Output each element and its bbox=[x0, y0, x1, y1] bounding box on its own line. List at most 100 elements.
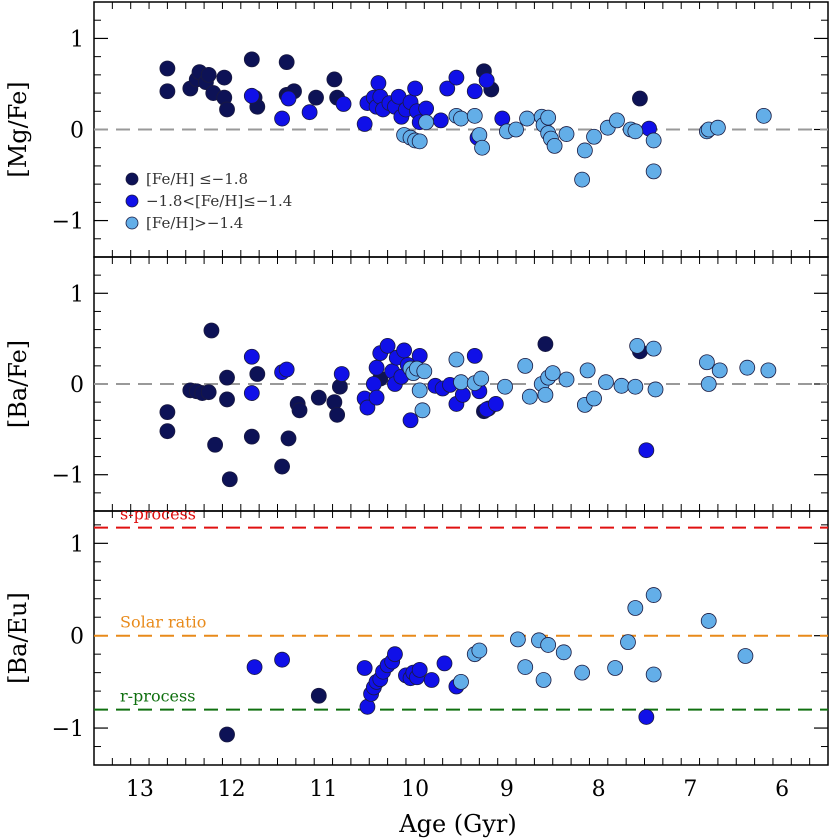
panel-3: −1 0 1 [Ba/Eu] s-process Solar ratio r-process bbox=[4, 505, 829, 766]
data-point bbox=[700, 376, 717, 392]
x-tick-label: 10 bbox=[401, 777, 429, 802]
data-point bbox=[558, 126, 575, 142]
data-point bbox=[698, 354, 715, 371]
data-point bbox=[308, 89, 324, 106]
data-point bbox=[519, 110, 535, 127]
data-point bbox=[439, 80, 456, 97]
series-points bbox=[243, 337, 655, 459]
data-point bbox=[243, 428, 260, 445]
data-point bbox=[414, 402, 431, 419]
series-points bbox=[453, 587, 754, 690]
data-point bbox=[737, 648, 754, 664]
data-point bbox=[159, 83, 176, 100]
data-point bbox=[159, 60, 176, 77]
data-point bbox=[368, 389, 385, 406]
data-point bbox=[221, 471, 238, 488]
data-point bbox=[487, 396, 504, 412]
y-tick-label: 0 bbox=[70, 119, 84, 144]
data-point bbox=[609, 112, 625, 129]
data-point bbox=[466, 107, 483, 124]
data-point bbox=[159, 423, 176, 440]
chart-panels: −101[Mg/Fe][Fe/H] ≤−1.8−1.8<[Fe/H]≤−1.4[… bbox=[4, 1, 829, 766]
data-point bbox=[579, 362, 596, 379]
data-point bbox=[509, 631, 526, 648]
data-point bbox=[627, 600, 644, 616]
data-point bbox=[537, 336, 554, 352]
data-point bbox=[402, 412, 419, 429]
y-tick-label: 0 bbox=[70, 373, 84, 398]
data-point bbox=[207, 436, 224, 453]
data-point bbox=[216, 69, 233, 86]
data-point bbox=[629, 337, 646, 354]
data-point bbox=[243, 51, 260, 68]
data-point bbox=[508, 121, 524, 138]
data-point bbox=[370, 75, 387, 91]
data-point bbox=[645, 587, 662, 603]
data-point bbox=[497, 378, 513, 395]
data-point bbox=[335, 96, 352, 112]
data-point bbox=[471, 127, 488, 143]
data-point bbox=[645, 163, 662, 180]
data-point bbox=[432, 112, 449, 129]
data-point bbox=[574, 171, 591, 188]
data-point bbox=[627, 123, 644, 140]
data-point bbox=[359, 399, 376, 416]
series-points bbox=[396, 107, 772, 188]
data-point bbox=[407, 80, 424, 97]
legend-marker bbox=[125, 172, 139, 186]
y-tick-label: −1 bbox=[52, 464, 84, 489]
data-point bbox=[544, 365, 561, 382]
series-points bbox=[243, 69, 657, 146]
data-point bbox=[453, 374, 469, 391]
data-point bbox=[365, 376, 382, 392]
data-point bbox=[645, 340, 662, 357]
data-point bbox=[739, 359, 756, 376]
data-point bbox=[466, 347, 483, 364]
data-point bbox=[473, 370, 490, 387]
data-point bbox=[517, 357, 534, 374]
reference-line-label: s-process bbox=[120, 505, 196, 524]
x-tick-label: 13 bbox=[126, 777, 154, 802]
data-point bbox=[387, 646, 403, 663]
data-point bbox=[517, 659, 534, 675]
data-point bbox=[535, 672, 552, 688]
legend-marker bbox=[125, 194, 139, 208]
data-point bbox=[333, 366, 350, 382]
data-point bbox=[274, 651, 290, 668]
data-point bbox=[613, 377, 630, 394]
series-points bbox=[246, 646, 655, 725]
legend: [Fe/H] ≤−1.8 −1.8<[Fe/H]≤−1.4 [Fe/H]>−1.4 bbox=[125, 170, 292, 232]
data-point bbox=[411, 133, 428, 150]
data-point bbox=[418, 100, 435, 117]
x-tick-label: 7 bbox=[683, 777, 697, 802]
data-point bbox=[638, 442, 655, 459]
data-point bbox=[760, 362, 777, 379]
x-tick-label: 6 bbox=[775, 777, 789, 802]
series-points bbox=[219, 687, 327, 743]
data-point bbox=[274, 458, 290, 475]
y-tick-label: 1 bbox=[70, 532, 84, 557]
panel-1: −101[Mg/Fe][Fe/H] ≤−1.8−1.8<[Fe/H]≤−1.4[… bbox=[4, 1, 829, 258]
data-point bbox=[310, 687, 327, 704]
data-point bbox=[478, 72, 495, 89]
panel-2: −1 0 1 [Ba/Fe] bbox=[4, 256, 829, 512]
data-point bbox=[219, 726, 235, 743]
data-point bbox=[418, 114, 435, 131]
y-tick-label: 1 bbox=[70, 282, 84, 307]
data-point bbox=[200, 66, 217, 83]
y-tick-label: −1 bbox=[52, 717, 84, 742]
y-axis-label: [Ba/Eu] bbox=[4, 592, 32, 684]
data-point bbox=[521, 388, 538, 405]
data-point bbox=[711, 362, 728, 379]
reference-line-label: r-process bbox=[120, 687, 195, 706]
data-point bbox=[607, 660, 624, 676]
y-tick-label: 1 bbox=[70, 27, 84, 52]
data-point bbox=[586, 128, 602, 145]
data-point bbox=[219, 391, 235, 408]
data-point bbox=[700, 613, 717, 629]
data-point bbox=[647, 381, 664, 398]
data-point bbox=[540, 637, 557, 653]
x-tick-label: 8 bbox=[592, 777, 606, 802]
data-point bbox=[274, 110, 290, 127]
reference-line-label: Solar ratio bbox=[120, 613, 206, 632]
